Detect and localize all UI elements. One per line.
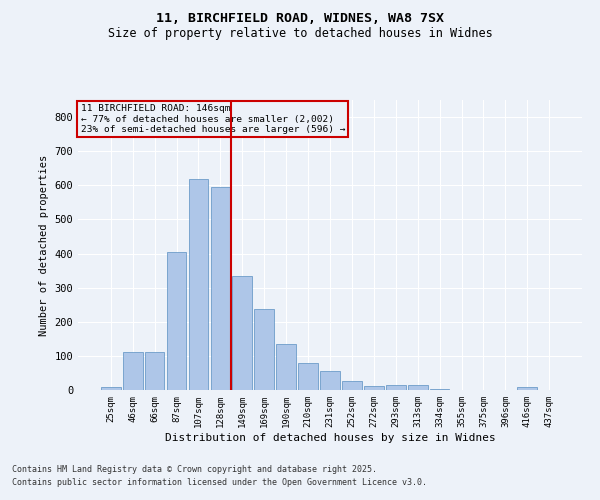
Bar — [430, 389, 449, 390]
Bar — [167, 252, 187, 390]
Bar — [188, 179, 208, 390]
Y-axis label: Number of detached properties: Number of detached properties — [39, 154, 49, 336]
Bar — [298, 362, 318, 390]
Bar — [254, 309, 274, 390]
Bar — [342, 382, 362, 390]
Bar — [232, 276, 252, 390]
Text: Contains HM Land Registry data © Crown copyright and database right 2025.: Contains HM Land Registry data © Crown c… — [12, 466, 377, 474]
Bar — [386, 385, 406, 390]
Bar — [276, 344, 296, 390]
Text: Contains public sector information licensed under the Open Government Licence v3: Contains public sector information licen… — [12, 478, 427, 487]
Bar — [320, 371, 340, 390]
Text: 11 BIRCHFIELD ROAD: 146sqm
← 77% of detached houses are smaller (2,002)
23% of s: 11 BIRCHFIELD ROAD: 146sqm ← 77% of deta… — [80, 104, 345, 134]
Bar — [101, 388, 121, 390]
Bar — [517, 388, 537, 390]
Bar — [408, 385, 428, 390]
X-axis label: Distribution of detached houses by size in Widnes: Distribution of detached houses by size … — [164, 432, 496, 442]
Bar — [211, 187, 230, 390]
Text: Size of property relative to detached houses in Widnes: Size of property relative to detached ho… — [107, 28, 493, 40]
Bar — [123, 352, 143, 390]
Text: 11, BIRCHFIELD ROAD, WIDNES, WA8 7SX: 11, BIRCHFIELD ROAD, WIDNES, WA8 7SX — [156, 12, 444, 26]
Bar — [145, 352, 164, 390]
Bar — [364, 386, 384, 390]
